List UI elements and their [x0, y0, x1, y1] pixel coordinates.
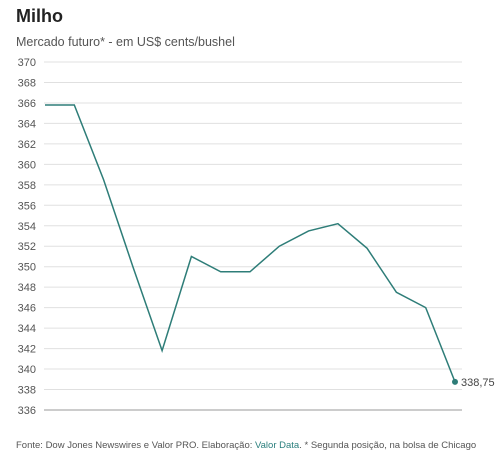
y-tick-label: 368 — [18, 77, 36, 89]
y-tick-label: 354 — [18, 221, 36, 233]
y-tick-label: 340 — [18, 364, 36, 376]
y-tick-label: 366 — [18, 98, 36, 110]
y-tick-label: 336 — [18, 405, 36, 417]
y-tick-label: 360 — [18, 159, 36, 171]
series-line — [45, 104, 456, 383]
data-point — [452, 378, 458, 385]
y-tick-label: 344 — [18, 323, 36, 335]
y-tick-label: 364 — [18, 118, 36, 130]
source-footer: Fonte: Dow Jones Newswires e Valor PRO. … — [16, 440, 476, 451]
y-axis: 336 338 340 342 344 346 348 350 352 354 356 358 360 3… — [18, 57, 36, 417]
y-tick-label: 358 — [18, 180, 36, 192]
valor-data-link[interactable]: Valor Data — [255, 440, 300, 451]
chart-subtitle: Mercado futuro* - em US$ cents/bushel — [16, 35, 235, 49]
y-tick-label: 338 — [18, 385, 36, 397]
y-tick-label: 348 — [18, 282, 36, 294]
y-tick-label: 350 — [18, 262, 36, 274]
y-tick-label: 342 — [18, 344, 36, 356]
chart-title: Milho — [16, 6, 63, 26]
y-tick-label: 346 — [18, 303, 36, 315]
y-tick-label: 352 — [18, 241, 36, 253]
data-points — [452, 378, 458, 385]
y-tick-label: 362 — [18, 139, 36, 151]
grid-lines — [44, 61, 462, 411]
footer-suffix: . * Segunda posição, na bolsa de Chicago — [299, 440, 477, 451]
y-tick-label: 370 — [18, 57, 36, 69]
last-value-label: 338,75 — [461, 377, 495, 389]
footer-prefix: Fonte: Dow Jones Newswires e Valor PRO. … — [16, 440, 256, 451]
y-tick-label: 356 — [18, 200, 36, 212]
